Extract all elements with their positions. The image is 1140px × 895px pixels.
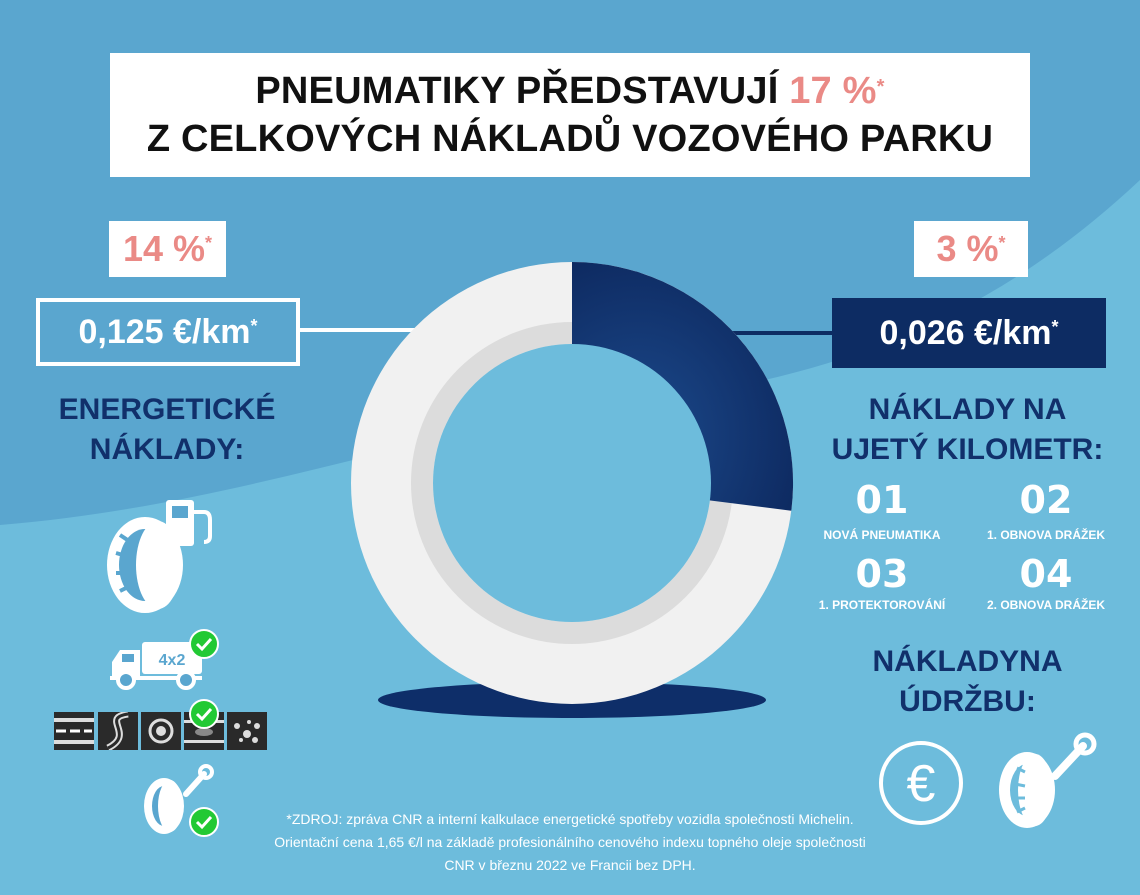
energy-price-box: 0,125 €/km *: [36, 298, 300, 366]
step-label-02: 1. OBNOVA DRÁŽEK: [986, 528, 1105, 542]
tire-icon: [107, 517, 183, 613]
tire-wrench-icon: [999, 732, 1097, 828]
roundabout-icon: [141, 712, 181, 750]
energy-costs-heading: ENERGETICKÉ NÁKLADY:: [58, 393, 276, 466]
gravel-road-icon: [227, 712, 267, 750]
step-number-04: 04: [1019, 552, 1073, 596]
title-line-2: Z CELKOVÝCH NÁKLADŮ VOZOVÉHO PARKU: [146, 118, 994, 160]
step-number-03: 03: [855, 552, 909, 596]
euro-icon: €: [879, 741, 963, 825]
fuel-pump-icon: [166, 500, 212, 546]
step-label-03: 1. PROTEKTOROVÁNÍ: [818, 598, 946, 612]
tire-donut-chart: [351, 262, 794, 718]
tire-wrench-icon: [144, 764, 214, 834]
perkm-percent-badge: 3 % *: [914, 221, 1028, 277]
perkm-price-box: 0,026 €/km *: [832, 298, 1106, 368]
source-footnote: *ZDROJ: zpráva CNR a interní kalkulace e…: [274, 811, 866, 873]
step-label-04: 2. OBNOVA DRÁŽEK: [986, 598, 1105, 612]
maintenance-heading: NÁKLADYNA ÚDRŽBU:: [872, 645, 1063, 718]
curvy-road-icon: [98, 712, 138, 750]
straight-road-icon: [54, 712, 94, 750]
step-number-01: 01: [855, 478, 909, 522]
energy-percent-badge: 14 % *: [109, 221, 226, 277]
perkm-costs-heading: NÁKLADY NA UJETÝ KILOMETR:: [831, 393, 1104, 466]
check-icon: [189, 807, 219, 837]
title-line-1: PNEUMATIKY PŘEDSTAVUJÍ 17 %*: [255, 70, 885, 112]
check-icon: [189, 699, 219, 729]
title-highlight: 17 %: [789, 70, 877, 112]
euro-symbol: €: [907, 755, 936, 813]
tire-inner-hole: [433, 344, 711, 622]
truck-icon: 4x2: [110, 642, 202, 690]
step-number-02: 02: [1019, 478, 1073, 522]
title-box: PNEUMATIKY PŘEDSTAVUJÍ 17 %* Z CELKOVÝCH…: [110, 53, 1030, 177]
check-icon: [189, 629, 219, 659]
step-label-01: NOVÁ PNEUMATIKA: [823, 528, 941, 542]
truck-badge-label: 4x2: [159, 652, 186, 669]
